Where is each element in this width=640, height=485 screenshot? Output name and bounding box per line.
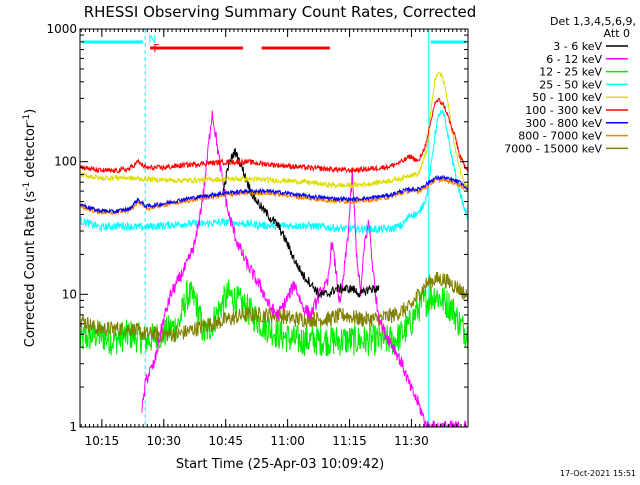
y-tick-label: 1000 [46,22,77,36]
series-line-7000-to-15000keV [79,271,469,344]
y-tick-label: 100 [54,155,77,169]
legend-entry: 3 - 6 keV [553,40,628,53]
legend-label: 12 - 25 keV [539,66,602,79]
legend-header-attenuator: Att 0 [604,27,630,40]
plot-frame [79,28,469,428]
ticks-layer: 10:15 10:30 10:45 11:00 11:15 11:30 1 10 100 1000 [46,22,468,448]
legend-entry: 6 - 12 keV [546,53,628,66]
series-line-100-to-300keV [79,97,469,174]
x-axis-label: Start Time (25-Apr-03 10:09:42) [176,457,384,472]
legend-label: 6 - 12 keV [546,53,602,66]
legend-label: 100 - 300 keV [525,104,602,117]
legend-label: 800 - 7000 keV [518,130,602,143]
night-flag-label: N [148,33,156,46]
legend-entry: 300 - 800 keV [525,117,628,130]
legend-label: 300 - 800 keV [525,117,602,130]
legend-label: 7000 - 15000 keV [504,142,602,155]
x-tick-label: 10:30 [146,434,181,448]
x-tick-label: 10:45 [208,434,243,448]
y-tick-label: 10 [62,287,77,301]
legend-header-detectors: Det 1,3,4,5,6,9, [550,15,636,28]
series-layer [79,72,469,428]
chart-title: RHESSI Observing Summary Count Rates, Co… [84,3,477,21]
legend-label: 3 - 6 keV [553,40,602,53]
x-tick-label: 10:15 [85,434,120,448]
series-line-300-to-800keV [80,174,469,215]
x-tick-label: 11:15 [332,434,367,448]
flare-flag-label: F [153,42,159,55]
y-axis-label: Corrected Count Rate (s-1 detector-1) [22,109,38,347]
series-line-6-to-12keV [141,110,468,428]
legend-entry: 25 - 50 keV [539,78,628,91]
legend-entry: 800 - 7000 keV [518,130,628,143]
legend-label: 50 - 100 keV [532,91,602,104]
series-line-3-to-6keV [221,148,380,299]
legend-label: 25 - 50 keV [539,78,602,91]
legend-entry: 12 - 25 keV [539,66,628,79]
legend-entry: 50 - 100 keV [532,91,628,104]
series-line-50-to-100keV [79,72,469,190]
x-tick-label: 11:30 [394,434,429,448]
legend-entry: 100 - 300 keV [525,104,628,117]
legend-entry: 7000 - 15000 keV [504,142,628,155]
generated-timestamp: 17-Oct-2021 15:51 [560,469,636,478]
x-tick-label: 11:00 [270,434,305,448]
y-tick-label: 1 [69,420,77,434]
